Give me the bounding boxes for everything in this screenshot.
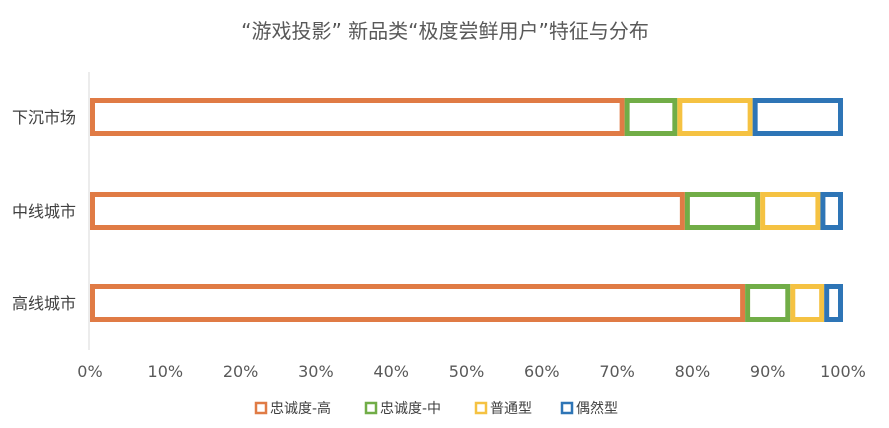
x-tick-label: 20% xyxy=(223,362,259,381)
bar-segment-1-3 xyxy=(820,192,843,230)
x-tick-label: 0% xyxy=(77,362,102,381)
category-label: 下沉市场 xyxy=(12,108,76,127)
x-tick-label: 90% xyxy=(750,362,786,381)
legend: 忠诚度-高 忠诚度-中 普通型 偶然型 xyxy=(254,400,618,417)
legend-label: 忠诚度-高 xyxy=(270,400,331,417)
bar-segment-0-1 xyxy=(624,98,678,136)
x-tick-label: 60% xyxy=(524,362,560,381)
x-tick-labels: 0% 10% 20% 30% 40% 50% 60% 70% 80% 90% 100% xyxy=(77,362,866,381)
legend-swatch xyxy=(474,401,488,415)
bar-segment-2-3 xyxy=(824,284,843,322)
bar-segment-0-2 xyxy=(677,98,753,136)
bar-segment-2-1 xyxy=(745,284,791,322)
bar-segment-1-2 xyxy=(760,192,821,230)
bar-segment-0-0 xyxy=(90,98,625,136)
category-label: 高线城市 xyxy=(12,294,76,313)
bar-segment-2-0 xyxy=(90,284,746,322)
legend-label: 偶然型 xyxy=(576,400,618,417)
legend-swatch xyxy=(254,401,268,415)
bar-segment-2-2 xyxy=(790,284,825,322)
x-tick-label: 80% xyxy=(675,362,711,381)
x-tick-label: 50% xyxy=(449,362,485,381)
bar-segment-1-0 xyxy=(90,192,685,230)
x-tick-label: 30% xyxy=(298,362,334,381)
chart-title: “游戏投影” 新品类“极度尝鲜用户”特征与分布 xyxy=(241,19,649,43)
legend-swatch xyxy=(364,401,378,415)
x-tick-label: 40% xyxy=(373,362,409,381)
x-tick-label: 10% xyxy=(148,362,184,381)
bars-group xyxy=(90,98,844,322)
bar-segment-1-1 xyxy=(684,192,761,230)
legend-label: 普通型 xyxy=(490,401,532,417)
category-label: 中线城市 xyxy=(12,202,76,221)
legend-swatch xyxy=(560,401,574,415)
x-tick-label: 100% xyxy=(820,362,866,381)
bar-segment-0-3 xyxy=(752,98,844,136)
x-tick-label: 70% xyxy=(599,362,635,381)
legend-label: 忠诚度-中 xyxy=(380,401,441,417)
